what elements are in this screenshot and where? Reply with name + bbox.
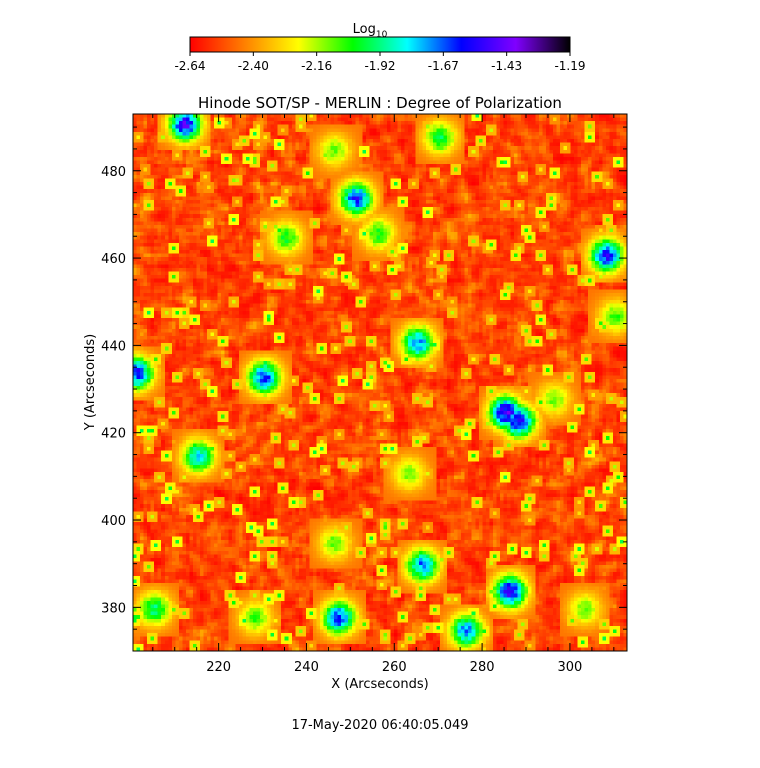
x-tick-label: 240 [294,660,319,675]
y-tick-label: 400 [101,514,126,529]
chart-title: Hinode SOT/SP - MERLIN : Degree of Polar… [198,94,562,112]
x-tick-label: 280 [470,660,495,675]
x-axis: 220 240 260 280 300 [152,114,615,675]
colorbar-label-base: Log [353,22,376,37]
colorbar-tick-label: -2.64 [174,59,205,73]
y-tick-label: 380 [101,601,126,616]
y-tick-label: 440 [101,339,126,354]
x-tick-label: 260 [382,660,407,675]
colorbar-tick-label: -1.92 [364,59,395,73]
polarization-heatmap [133,114,627,651]
colorbar: Log10 -2.64 -2.40 -2.16 -1.92 -1.67 -1.43 -1.1… [174,22,585,73]
y-axis-label: Y (Arcseconds) [83,334,98,431]
x-axis-label: X (Arcseconds) [331,677,428,692]
plot-frame [132,113,628,652]
y-axis: 380 400 420 440 460 480 [101,126,627,652]
colorbar-ticks: -2.64 -2.40 -2.16 -1.92 -1.67 -1.43 -1.19 [174,52,586,73]
x-tick-label: 300 [558,660,583,675]
colorbar-tick-label: -2.16 [301,59,332,73]
y-tick-label: 460 [101,252,126,267]
colorbar-tick-label: -1.19 [554,59,585,73]
x-tick-label: 220 [206,660,231,675]
y-tick-label: 420 [101,427,126,442]
colorbar-tick-label: -1.43 [491,59,522,73]
colorbar-tick-label: -1.67 [428,59,459,73]
colorbar-label: Log10 [353,22,388,40]
observation-timestamp: 17-May-2020 06:40:05.049 [291,718,468,733]
colorbar-bar [189,36,571,53]
y-tick-label: 480 [101,165,126,180]
colorbar-label-subscript: 10 [376,30,388,40]
colorbar-tick-label: -2.40 [238,59,269,73]
plot-area: 220 240 260 280 300 380 400 420 440 460 480 [101,113,628,675]
